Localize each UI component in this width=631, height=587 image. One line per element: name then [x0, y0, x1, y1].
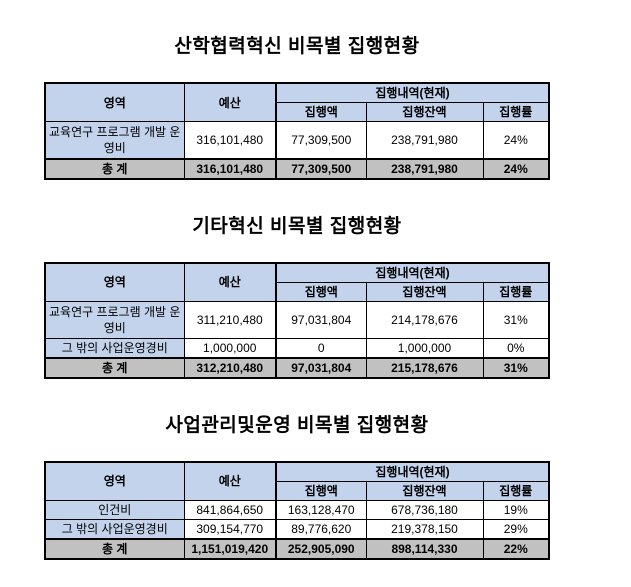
total-row: 총 계 316,101,480 77,309,500 238,791,980 2… [44, 157, 550, 179]
col-header-area: 영역 [44, 461, 185, 501]
cell-budget: 311,210,480 [183, 300, 277, 339]
total-exec-rate: 24% [482, 157, 550, 179]
total-exec-balance: 898,114,330 [365, 537, 484, 559]
table-row: 그 밖의 사업운영경비 309,154,770 89,776,620 219,3… [44, 518, 550, 539]
header-row-1: 영역 예산 집행내역(현재) [44, 82, 550, 122]
section-title: 산학협력혁신 비목별 집행현황 [174, 36, 420, 57]
table-row: 교육연구 프로그램 개발 운영비 316,101,480 77,309,500 … [44, 121, 550, 159]
col-header-exec-group: 집행내역(현재) [274, 82, 550, 103]
report-section-gita: 기타혁신 비목별 집행현황 영역 예산 집행내역(현재) 집행액 집행잔액 집행… [44, 214, 551, 379]
header-row-2: 집행액 집행잔액 집행률 [45, 281, 550, 302]
total-budget: 316,101,480 [183, 157, 277, 179]
cell-area: 교육연구 프로그램 개발 운영비 [44, 300, 185, 339]
report-section-sanhak: 산학협력혁신 비목별 집행현황 영역 예산 집행내역(현재) 집행액 집행잔액 … [44, 34, 551, 180]
total-label: 총 계 [44, 537, 185, 559]
report-section-saeop: 사업관리및운영 비목별 집행현황 영역 예산 집행내역(현재) 집행액 집행잔액… [44, 413, 551, 560]
table-row: 교육연구 프로그램 개발 운영비 311,210,480 97,031,804 … [44, 300, 550, 339]
total-exec-balance: 215,178,676 [365, 356, 484, 378]
cell-budget: 1,000,000 [183, 337, 277, 358]
total-exec-amount: 97,031,804 [275, 356, 367, 378]
col-header-exec-rate: 집행률 [482, 102, 550, 122]
cell-budget: 316,101,480 [183, 121, 277, 159]
col-header-area: 영역 [44, 82, 185, 122]
cell-budget: 841,864,650 [183, 499, 277, 520]
col-header-budget: 예산 [183, 461, 277, 501]
total-budget: 312,210,480 [183, 356, 277, 378]
table-row: 인건비 841,864,650 163,128,470 678,736,180 … [44, 499, 550, 520]
cell-area: 그 밖의 사업운영경비 [44, 518, 185, 539]
total-exec-balance: 238,791,980 [365, 157, 484, 179]
col-header-exec-rate: 집행률 [482, 281, 550, 302]
total-exec-rate: 22% [482, 537, 550, 559]
cell-exec-balance: 1,000,000 [365, 337, 484, 358]
cell-exec-rate: 31% [482, 300, 550, 339]
cell-exec-rate: 19% [482, 499, 550, 520]
col-header-exec-group: 집행내역(현재) [274, 461, 550, 482]
header-row-2: 집행액 집행잔액 집행률 [45, 102, 550, 122]
section-title: 사업관리및운영 비목별 집행현황 [165, 414, 429, 436]
cell-area: 그 밖의 사업운영경비 [44, 337, 185, 358]
col-header-budget: 예산 [183, 262, 277, 302]
cell-exec-amount: 77,309,500 [275, 121, 367, 159]
cell-exec-amount: 0 [275, 337, 367, 358]
cell-exec-amount: 89,776,620 [275, 518, 367, 539]
cell-exec-rate: 24% [482, 121, 550, 159]
total-row: 총 계 312,210,480 97,031,804 215,178,676 3… [44, 356, 550, 378]
cell-exec-amount: 163,128,470 [275, 499, 367, 520]
col-header-exec-amount: 집행액 [275, 480, 367, 501]
col-header-exec-amount: 집행액 [275, 281, 367, 302]
col-header-exec-balance: 집행잔액 [365, 480, 484, 501]
table-row: 그 밖의 사업운영경비 1,000,000 0 1,000,000 0% [44, 337, 550, 358]
total-exec-amount: 77,309,500 [275, 157, 367, 179]
cell-area: 인건비 [44, 499, 185, 520]
col-header-exec-amount: 집행액 [275, 102, 367, 122]
budget-table: 영역 예산 집행내역(현재) 집행액 집행잔액 집행률 교육연구 프로그램 개발… [44, 82, 551, 180]
total-exec-rate: 31% [482, 356, 550, 378]
header-row-1: 영역 예산 집행내역(현재) [44, 262, 550, 302]
total-exec-amount: 252,905,090 [275, 537, 367, 559]
header-row-1: 영역 예산 집행내역(현재) [44, 461, 550, 501]
total-row: 총 계 1,151,019,420 252,905,090 898,114,33… [44, 537, 550, 559]
col-header-exec-balance: 집행잔액 [365, 281, 484, 302]
col-header-area: 영역 [44, 262, 185, 302]
col-header-exec-rate: 집행률 [482, 480, 550, 501]
cell-area: 교육연구 프로그램 개발 운영비 [44, 121, 185, 159]
budget-table: 영역 예산 집행내역(현재) 집행액 집행잔액 집행률 인건비 841,864,… [44, 460, 551, 560]
col-header-budget: 예산 [183, 82, 277, 122]
total-label: 총 계 [44, 356, 185, 378]
cell-exec-balance: 219,378,150 [365, 518, 484, 539]
section-title: 기타혁신 비목별 집행현황 [192, 215, 402, 237]
cell-exec-rate: 29% [482, 518, 550, 539]
cell-exec-balance: 214,178,676 [365, 300, 484, 339]
cell-exec-balance: 678,736,180 [365, 499, 484, 520]
cell-exec-amount: 97,031,804 [275, 300, 367, 339]
budget-table: 영역 예산 집행내역(현재) 집행액 집행잔액 집행률 교육연구 프로그램 개발… [44, 261, 551, 379]
col-header-exec-balance: 집행잔액 [365, 102, 484, 122]
cell-budget: 309,154,770 [183, 518, 277, 539]
col-header-exec-group: 집행내역(현재) [274, 262, 550, 283]
cell-exec-rate: 0% [482, 337, 550, 358]
total-budget: 1,151,019,420 [183, 537, 277, 559]
total-label: 총 계 [44, 157, 185, 179]
cell-exec-balance: 238,791,980 [365, 121, 484, 159]
